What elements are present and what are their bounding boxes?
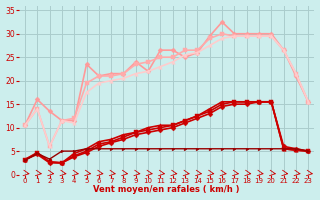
X-axis label: Vent moyen/en rafales ( km/h ): Vent moyen/en rafales ( km/h ) xyxy=(93,185,240,194)
